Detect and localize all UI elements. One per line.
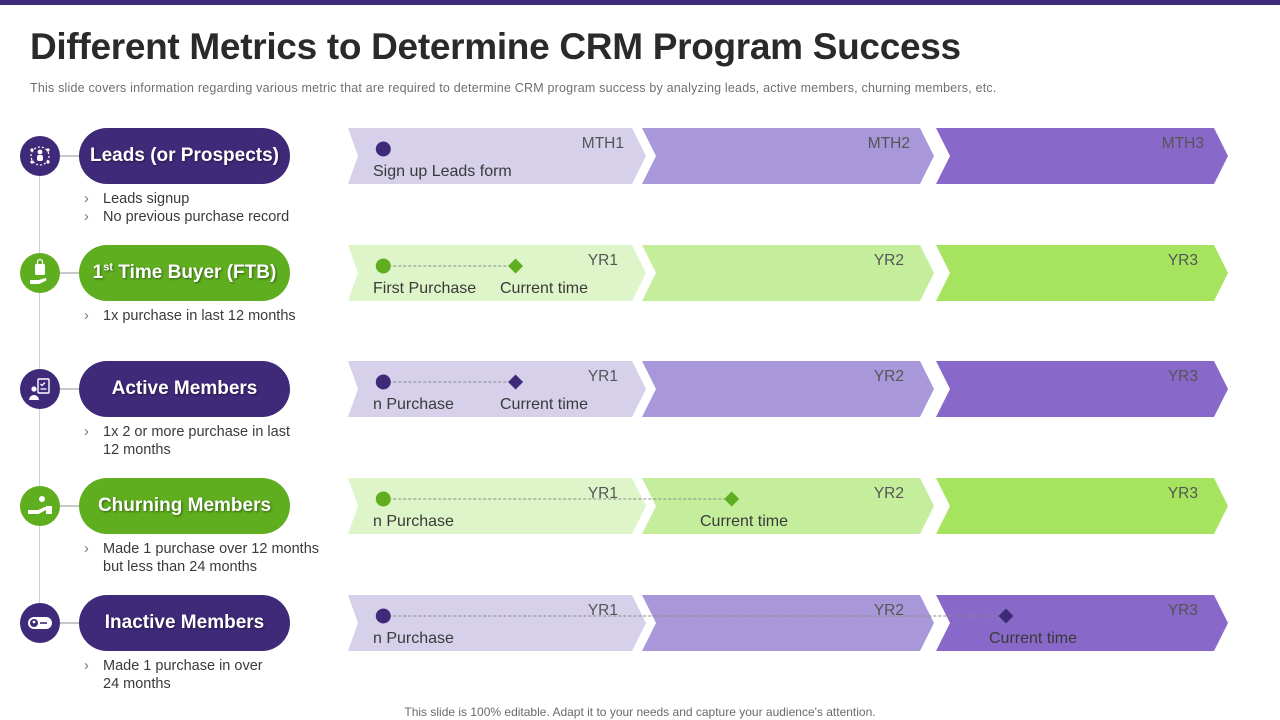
metric-criteria-list: 1x 2 or more purchase in last 12 months bbox=[84, 423, 304, 459]
connector bbox=[60, 505, 82, 507]
segment-label: YR1 bbox=[587, 485, 618, 502]
metric-criteria-list: Leads signup No previous purchase record bbox=[84, 190, 334, 226]
timeline: YR1 YR2 YR3 n Purchase Current time bbox=[348, 361, 1230, 417]
timeline-segment bbox=[642, 595, 934, 651]
timeline-segment bbox=[936, 361, 1228, 417]
segment-label: YR1 bbox=[587, 368, 618, 385]
segment-label: YR1 bbox=[587, 602, 618, 619]
timeline-segment bbox=[642, 128, 934, 184]
timeline-svg bbox=[348, 128, 1228, 184]
event-label: Current time bbox=[700, 513, 789, 530]
timeline-segment bbox=[936, 128, 1228, 184]
metric-criteria-list: Made 1 purchase over 12 months but less … bbox=[84, 540, 329, 576]
metric-name: Churning Members bbox=[97, 495, 272, 516]
connector bbox=[60, 622, 82, 624]
connector bbox=[60, 388, 82, 390]
segment-label: MTH2 bbox=[867, 135, 910, 152]
metric-pill-churning-members: Churning Members bbox=[79, 478, 290, 534]
segment-label: YR1 bbox=[587, 252, 618, 269]
event-label: Current time bbox=[500, 396, 589, 413]
event-diamond-marker bbox=[508, 374, 524, 390]
event-label: First Purchase bbox=[373, 280, 477, 297]
event-label: Current time bbox=[500, 280, 589, 297]
segment-label: YR2 bbox=[873, 368, 904, 385]
timeline-svg bbox=[348, 478, 1228, 534]
criteria-item: Leads signup bbox=[84, 190, 334, 208]
toggle-user-icon bbox=[20, 603, 60, 643]
metric-row-churning-members: Churning Members Made 1 purchase over 12… bbox=[0, 478, 1280, 588]
metric-criteria-list: 1x purchase in last 12 months bbox=[84, 307, 334, 325]
group-network-icon bbox=[20, 136, 60, 176]
connector bbox=[60, 155, 82, 157]
metric-pill-leads: Leads (or Prospects) bbox=[79, 128, 290, 184]
timeline-segment bbox=[936, 595, 1228, 651]
timeline-segment bbox=[936, 245, 1228, 301]
metric-row-leads: Leads (or Prospects) Leads signup No pre… bbox=[0, 128, 1280, 238]
event-label: Current time bbox=[989, 630, 1078, 647]
timeline-segment bbox=[642, 245, 934, 301]
metric-criteria-list: Made 1 purchase in over 24 months bbox=[84, 657, 279, 693]
segment-label: YR2 bbox=[873, 485, 904, 502]
slide-title: Different Metrics to Determine CRM Progr… bbox=[30, 26, 961, 67]
event-diamond-marker bbox=[508, 258, 524, 274]
event-label: Sign up Leads form bbox=[373, 163, 512, 180]
event-label: n Purchase bbox=[373, 630, 454, 647]
segment-label: YR3 bbox=[1167, 368, 1198, 385]
event-diamond-marker bbox=[724, 491, 740, 507]
criteria-item: No previous purchase record bbox=[84, 208, 334, 226]
timeline-segment bbox=[348, 128, 646, 184]
metric-name: Inactive Members bbox=[104, 612, 265, 633]
event-diamond-marker bbox=[998, 608, 1014, 624]
timeline: YR1 YR2 YR3 First Purchase Current time bbox=[348, 245, 1230, 301]
metric-row-active-members: Active Members 1x 2 or more purchase in … bbox=[0, 361, 1280, 471]
event-circle-marker bbox=[375, 608, 391, 624]
segment-label: YR3 bbox=[1167, 252, 1198, 269]
timeline: YR1 YR2 YR3 n Purchase Current time bbox=[348, 478, 1230, 534]
segment-label: MTH3 bbox=[1161, 135, 1204, 152]
metric-row-inactive-members: Inactive Members Made 1 purchase in over… bbox=[0, 595, 1280, 705]
segment-label: MTH1 bbox=[581, 135, 624, 152]
timeline-svg bbox=[348, 595, 1228, 651]
slide-subtitle: This slide covers information regarding … bbox=[30, 81, 997, 95]
criteria-item: Made 1 purchase over 12 months but less … bbox=[84, 540, 329, 576]
timeline: YR1 YR2 YR3 n Purchase Current time bbox=[348, 595, 1230, 651]
event-circle-marker bbox=[375, 374, 391, 390]
criteria-item: 1x 2 or more purchase in last 12 months bbox=[84, 423, 304, 459]
metric-name: 1st Time Buyer (FTB) bbox=[92, 261, 277, 283]
metric-row-first-time-buyer: 1st Time Buyer (FTB) 1x purchase in last… bbox=[0, 245, 1280, 355]
connector bbox=[60, 272, 82, 274]
metric-pill-first-time-buyer: 1st Time Buyer (FTB) bbox=[79, 245, 290, 301]
hand-giving-icon bbox=[20, 486, 60, 526]
member-checklist-icon bbox=[20, 369, 60, 409]
timeline-segment bbox=[642, 361, 934, 417]
timeline-segment bbox=[348, 595, 646, 651]
event-circle-marker bbox=[375, 258, 391, 274]
timeline-segment bbox=[348, 245, 646, 301]
metric-pill-active-members: Active Members bbox=[79, 361, 290, 417]
criteria-item: 1x purchase in last 12 months bbox=[84, 307, 334, 325]
metric-pill-inactive-members: Inactive Members bbox=[79, 595, 290, 651]
slide-footer: This slide is 100% editable. Adapt it to… bbox=[404, 705, 876, 719]
shopping-bag-hand-icon bbox=[20, 253, 60, 293]
segment-label: YR2 bbox=[873, 252, 904, 269]
segment-label: YR3 bbox=[1167, 602, 1198, 619]
event-circle-marker bbox=[375, 141, 391, 157]
timeline-segment bbox=[936, 478, 1228, 534]
timeline-svg bbox=[348, 245, 1228, 301]
timeline-segment bbox=[642, 478, 934, 534]
timeline-segment bbox=[348, 361, 646, 417]
event-label: n Purchase bbox=[373, 513, 454, 530]
timeline: MTH1 MTH2 MTH3 Sign up Leads form bbox=[348, 128, 1230, 184]
timeline-svg bbox=[348, 361, 1228, 417]
segment-label: YR2 bbox=[873, 602, 904, 619]
criteria-item: Made 1 purchase in over 24 months bbox=[84, 657, 279, 693]
metric-name: Active Members bbox=[111, 378, 258, 399]
metric-name: Leads (or Prospects) bbox=[90, 145, 279, 166]
event-circle-marker bbox=[375, 491, 391, 507]
event-label: n Purchase bbox=[373, 396, 454, 413]
segment-label: YR3 bbox=[1167, 485, 1198, 502]
timeline-segment bbox=[348, 478, 646, 534]
top-accent-bar bbox=[0, 0, 1280, 5]
